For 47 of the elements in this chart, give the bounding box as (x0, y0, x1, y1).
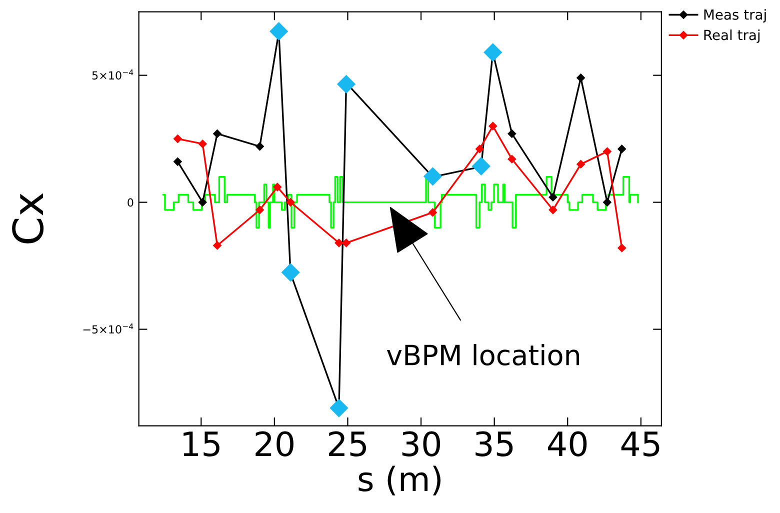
point (336, 74, 356, 94)
point (286, 198, 295, 206)
x-tick-label: 25 (328, 431, 366, 456)
x-tick-label: 45 (621, 432, 660, 456)
y-tick-label: 5×10$^{−4}$ (92, 70, 134, 80)
legend-label: Meas traj (704, 9, 766, 23)
x-tick-label: 30 (402, 431, 440, 456)
x-tick-label: 20 (256, 431, 294, 456)
point (256, 142, 264, 151)
annotation: vBPM location (386, 344, 580, 366)
point (281, 263, 300, 282)
legend-label: Real traj (704, 29, 760, 43)
point (342, 238, 350, 248)
point (198, 140, 207, 148)
point (603, 147, 612, 156)
point (618, 144, 626, 154)
point (330, 398, 348, 418)
point (472, 156, 490, 176)
point (428, 208, 437, 217)
x-tick-label: 35 (476, 431, 513, 456)
point (334, 238, 344, 248)
y-tick-label: 0 (128, 198, 134, 207)
y-tick-label: −5×10$^{−4}$ (83, 324, 134, 334)
point (174, 134, 182, 143)
point (548, 206, 558, 214)
point (273, 182, 282, 192)
point (576, 74, 585, 82)
point (508, 130, 516, 138)
point (576, 160, 585, 168)
point (476, 144, 484, 154)
point (423, 167, 442, 186)
point (603, 198, 612, 206)
point (213, 130, 222, 138)
point (484, 43, 502, 62)
point (508, 154, 516, 164)
point (213, 241, 222, 250)
point (548, 193, 558, 202)
y-axis-title: Cx (12, 193, 44, 244)
point (270, 22, 288, 41)
point (174, 158, 182, 166)
x-tick-label: 40 (548, 431, 587, 456)
point (618, 244, 626, 252)
x-tick-label: 15 (184, 432, 220, 456)
x-axis-title: s (m) (358, 466, 440, 496)
point (256, 206, 264, 214)
point (488, 122, 497, 130)
point (198, 198, 207, 206)
